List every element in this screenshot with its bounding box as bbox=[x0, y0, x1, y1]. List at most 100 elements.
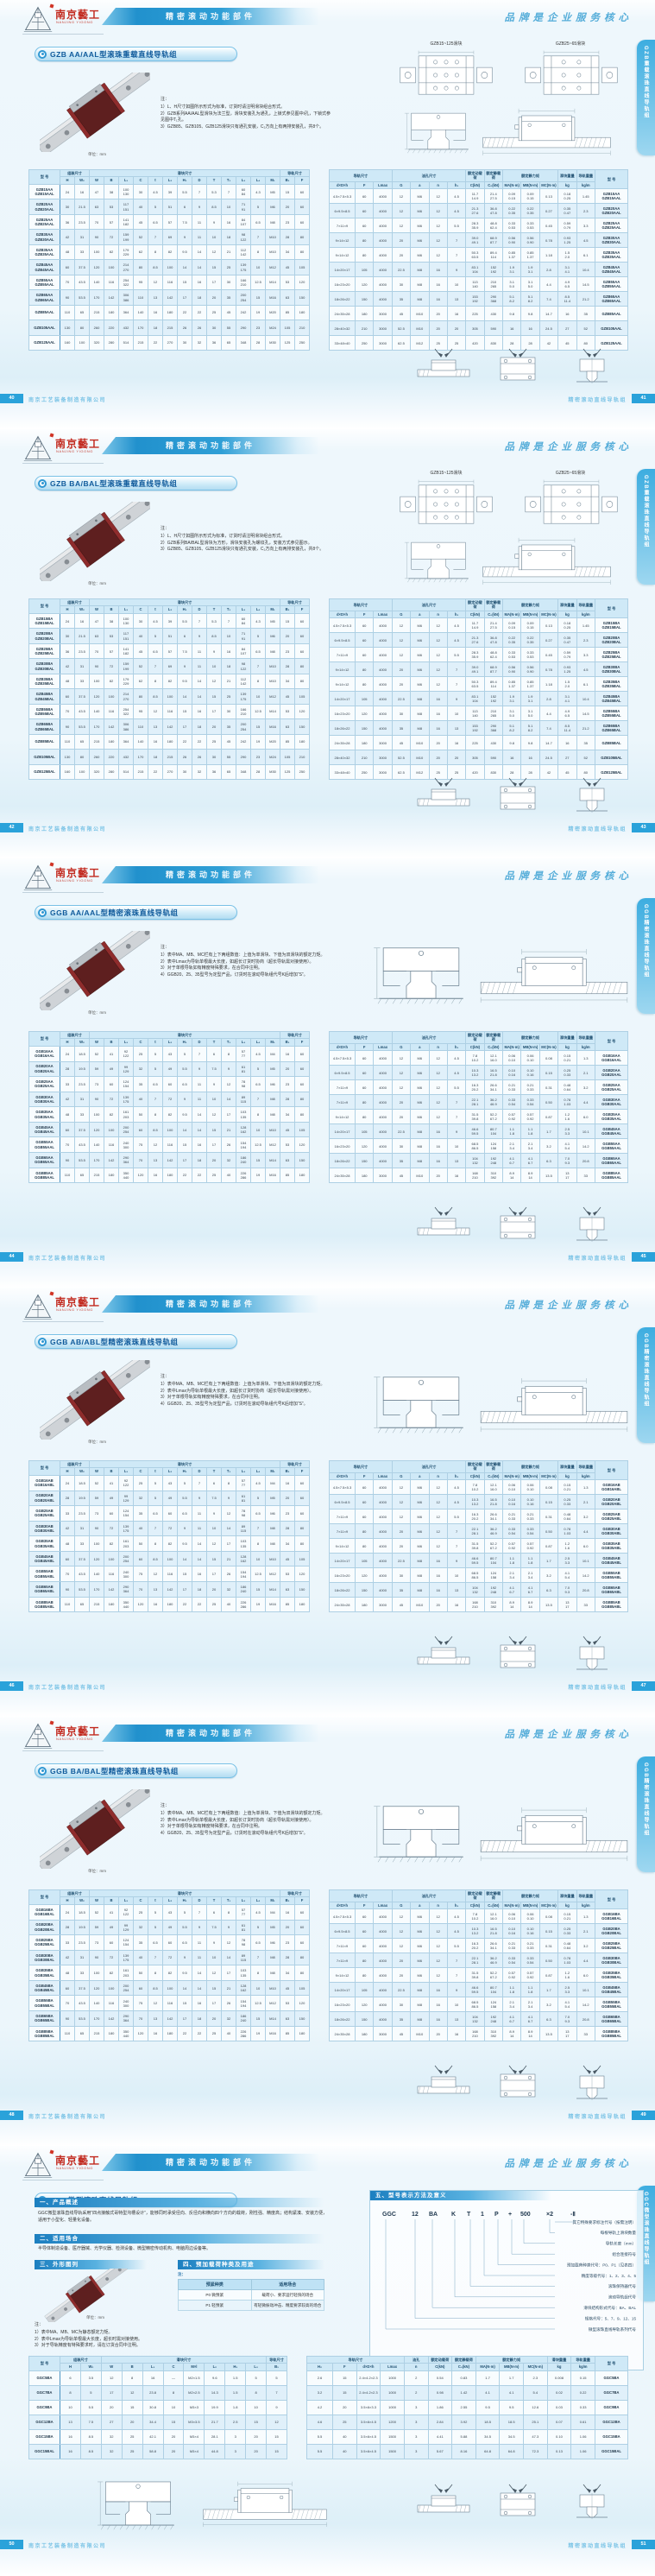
value-cell: 7 bbox=[148, 1520, 163, 1537]
value-cell: 113 140 bbox=[465, 276, 485, 293]
value-cell: 7 bbox=[446, 1094, 467, 1111]
brand-name-en: NANJING YIGONG bbox=[56, 449, 93, 453]
side-index-tab: GGB精密滚珠直线导轨组 bbox=[637, 1327, 655, 1443]
value-cell: 60 bbox=[354, 647, 375, 663]
value-cell: 73 bbox=[89, 1505, 104, 1522]
designation-label: 每根导轨上滑块数量 bbox=[601, 2230, 637, 2236]
value-cell: 200 254 bbox=[236, 718, 251, 735]
value-cell: 38 bbox=[104, 612, 119, 630]
value-cell: 14 bbox=[177, 1979, 192, 1997]
value-cell: 350 440 bbox=[118, 1167, 134, 1184]
value-cell: 25 bbox=[428, 764, 448, 781]
value-cell: 1.1 1.8 bbox=[501, 1123, 522, 1140]
table-row: GZB35BA GZB35BAL 48 33 100 82 179 229 62 8 82 9.5… bbox=[28, 673, 310, 690]
value-cell: 34 bbox=[280, 1535, 295, 1552]
value-cell: 7 bbox=[250, 658, 266, 674]
table-row: GZB15AA GZB15AAL 24 16 47 38 100 130 30 4.5 39 5.… bbox=[28, 183, 310, 200]
assembly-side-view bbox=[480, 1807, 628, 1862]
value-cell: 22 bbox=[177, 1596, 192, 1613]
column-header: L₁ bbox=[118, 1467, 134, 1476]
side-tab-label: GZB重载滚珠直线导轨组 bbox=[643, 46, 648, 119]
value-cell: 4000 bbox=[373, 203, 393, 219]
designation-label: 组合连接符号 bbox=[612, 2251, 636, 2257]
value-cell: 6.5 bbox=[177, 1076, 192, 1092]
column-header: W bbox=[89, 1467, 104, 1476]
table-row: GGB30AB GGB30ABL 42 31 90 72 139 175 40 7 72 9 11 1… bbox=[28, 1520, 310, 1537]
table-row: 6×9.5×8.5 60 4000 12 M6 12 4.5 10.3 13.2 16.5 21… bbox=[329, 1065, 628, 1081]
value-cell: 0.48 0.64 bbox=[557, 1509, 577, 1525]
value-cell: 82 bbox=[104, 1106, 119, 1123]
value-cell: 4.2 bbox=[306, 2399, 333, 2415]
value-cell: 18 bbox=[221, 229, 236, 245]
value-cell: 16×23×20 bbox=[329, 1997, 356, 2013]
value-cell: 51 bbox=[162, 199, 178, 215]
value-cell: 104 132 bbox=[465, 1153, 485, 1169]
value-cell: 3 bbox=[403, 2414, 429, 2430]
model-cell: GGB25AA GGB25AAL bbox=[595, 1079, 628, 1096]
value-cell: 20 bbox=[428, 306, 448, 322]
column-header: G bbox=[391, 1042, 412, 1052]
value-cell: 20 bbox=[391, 1953, 412, 1969]
header-slogan: 品牌是企业服务核心 bbox=[504, 2159, 633, 2169]
value-cell: 45 bbox=[280, 1121, 295, 1138]
value-cell: 52.5 bbox=[391, 320, 412, 337]
value-cell: 0.06 0.10 bbox=[501, 1479, 522, 1496]
value-cell: 159 199 bbox=[118, 229, 134, 245]
mount-drawing-end bbox=[576, 2065, 608, 2100]
model-cell: GGB35BA GGB35BAL bbox=[595, 1967, 628, 1984]
value-cell: 2.1 3.4 bbox=[501, 1997, 522, 2013]
mount-drawing-top bbox=[500, 2065, 536, 2098]
value-cell: 45 bbox=[391, 306, 412, 322]
column-header: C bbox=[133, 1038, 148, 1047]
value-cell: 12 bbox=[391, 647, 412, 663]
value-cell: 0.50 bbox=[538, 1953, 559, 1969]
value-cell: 16 bbox=[148, 304, 163, 321]
value-cell: 8 bbox=[245, 2384, 268, 2401]
table-row: 18×26×22 150 4000 35 M8 16 13 104 132 192 248 4.1… bbox=[329, 2011, 628, 2028]
table-row: 4.5×7.5×5.3 60 4000 12 M6 12 4.5 11.7 14.9 21.4 … bbox=[329, 188, 628, 205]
value-cell: 113 140 bbox=[465, 706, 485, 722]
column-header: L₄ bbox=[250, 1467, 266, 1476]
value-cell: 120 bbox=[294, 1995, 310, 2012]
value-cell: 58.8 bbox=[142, 2443, 164, 2459]
table-row: GGB65AB GGB65ABL 90 53.5 170 142 290 364 70 13 1… bbox=[28, 1581, 310, 1598]
value-cell: 90 bbox=[60, 718, 75, 735]
column-header: n bbox=[403, 2363, 429, 2371]
value-cell: 11 bbox=[192, 1949, 207, 1966]
value-cell: 22 bbox=[177, 1167, 192, 1184]
value-cell: 13 bbox=[148, 2010, 163, 2027]
model-cell: GGB55AB GGB55ABL bbox=[28, 1566, 60, 1583]
value-cell: 5 bbox=[177, 1474, 192, 1491]
column-header: t bbox=[148, 1467, 163, 1476]
value-cell: 99 129 bbox=[118, 1490, 134, 1507]
value-cell: M8 bbox=[410, 1582, 430, 1598]
value-cell: 348 bbox=[236, 763, 251, 781]
model-cell: GGC7BA bbox=[595, 2384, 628, 2401]
value-cell: 1.9 3.1 bbox=[501, 691, 522, 707]
value-cell: 16 bbox=[192, 703, 207, 720]
value-cell: 12 bbox=[428, 1538, 448, 1554]
value-cell: 8.9 14 bbox=[520, 1168, 540, 1184]
value-cell: 180 bbox=[162, 2025, 178, 2042]
value-cell: 60 bbox=[294, 1919, 310, 1936]
value-cell: M8 bbox=[265, 1091, 280, 1108]
value-cell: 0.57 0.92 bbox=[501, 1538, 522, 1554]
value-cell: M16 bbox=[265, 289, 280, 306]
value-cell: 0.33 0.53 bbox=[501, 647, 522, 663]
value-cell: 7 bbox=[446, 1538, 467, 1554]
value-cell: 98 122 bbox=[236, 658, 251, 674]
value-cell: 6.0 bbox=[576, 1109, 595, 1125]
value-cell: 43 bbox=[162, 1903, 178, 1921]
value-cell: 0.06 0.10 bbox=[520, 1050, 540, 1066]
value-cell: 110 bbox=[133, 718, 148, 735]
value-cell: 40 bbox=[133, 1949, 148, 1966]
value-cell: 60 bbox=[133, 1979, 148, 1997]
value-cell: 30 bbox=[177, 763, 192, 781]
column-header-model: 型 号 bbox=[28, 169, 60, 185]
table-row: GGC12BA 13 7.5 27 20 34.4 15 M3×3.5 21.7 2.5 15 12 bbox=[28, 2414, 287, 2430]
designation-label: 微型滚珠直线导轨系列代号 bbox=[589, 2326, 637, 2332]
table-row: 16×23×20 120 4000 30 M8 16 10 68.5 86.5 124 158 2… bbox=[329, 1997, 628, 2013]
column-header: C bbox=[133, 1896, 148, 1905]
value-cell: 12 bbox=[428, 1050, 448, 1066]
